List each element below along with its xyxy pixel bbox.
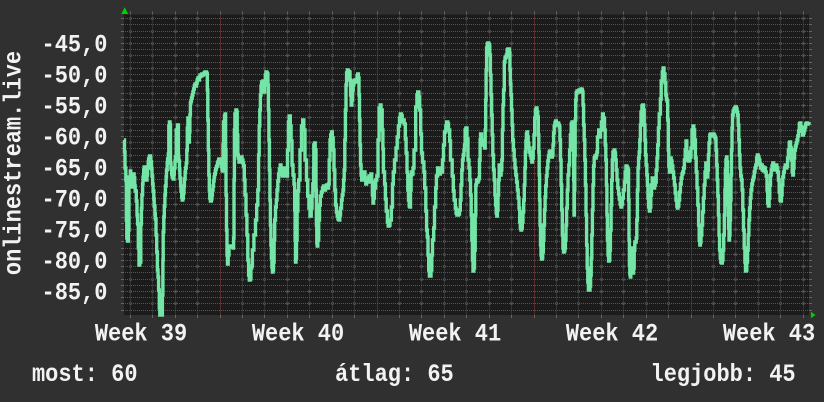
- svg-text:-70,0: -70,0: [42, 186, 108, 215]
- svg-text:Week 40: Week 40: [252, 320, 344, 349]
- svg-text:Week 43: Week 43: [723, 320, 815, 349]
- svg-text:-45,0: -45,0: [42, 31, 108, 60]
- svg-text:Week 42: Week 42: [566, 320, 658, 349]
- svg-text:onlinestream.live: onlinestream.live: [0, 51, 29, 275]
- svg-text:most: 60: most: 60: [32, 361, 138, 390]
- svg-text:-65,0: -65,0: [42, 155, 108, 184]
- svg-text:-80,0: -80,0: [42, 248, 108, 277]
- svg-text:-55,0: -55,0: [42, 93, 108, 122]
- svg-text:-75,0: -75,0: [42, 217, 108, 246]
- svg-text:átlag: 65: átlag: 65: [335, 361, 454, 390]
- svg-text:-85,0: -85,0: [42, 279, 108, 308]
- svg-text:Week 41: Week 41: [409, 320, 501, 349]
- svg-text:-60,0: -60,0: [42, 124, 108, 153]
- svg-text:legjobb: 45: legjobb: 45: [651, 361, 796, 390]
- svg-text:Week 39: Week 39: [95, 320, 187, 349]
- svg-text:-50,0: -50,0: [42, 62, 108, 91]
